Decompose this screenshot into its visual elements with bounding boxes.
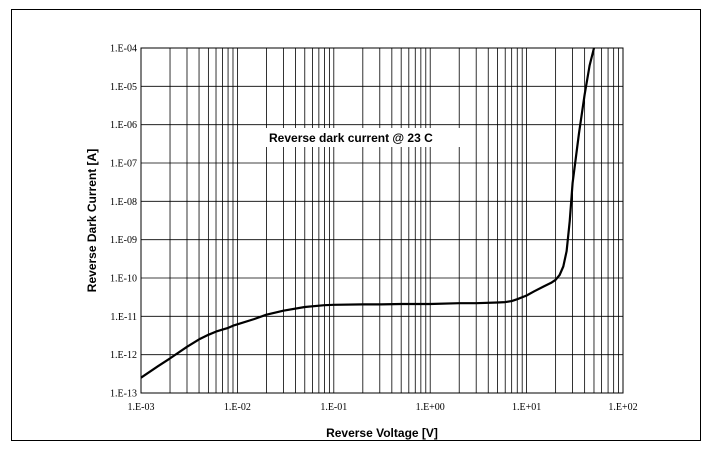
y-axis-title: Reverse Dark Current [A] [85, 149, 99, 292]
x-tick-label: 1.E+01 [512, 402, 541, 413]
y-tick-label: 1.E-10 [110, 274, 137, 285]
y-tick-label: 1.E-05 [110, 82, 137, 93]
x-tick-label: 1.E+02 [608, 402, 637, 413]
chart-annotation: Reverse dark current @ 23 C [269, 131, 433, 145]
x-tick-label: 1.E+00 [416, 402, 445, 413]
y-tick-label: 1.E-08 [110, 197, 137, 208]
x-tick-label: 1.E-02 [224, 402, 251, 413]
plot-area-border [140, 47, 624, 394]
y-tick-labels: 1.E-13 1.E-12 1.E-11 1.E-10 1.E-09 1.E-08 1.E-… [110, 44, 137, 400]
y-tick-label: 1.E-13 [110, 389, 137, 400]
y-tick-label: 1.E-12 [110, 350, 137, 361]
x-tick-label: 1.E-01 [320, 402, 347, 413]
y-tick-label: 1.E-06 [110, 120, 137, 131]
grid-lines [140, 47, 623, 394]
x-tick-label: 1.E-03 [128, 402, 155, 413]
y-tick-label: 1.E-07 [110, 159, 137, 170]
y-tick-label: 1.E-09 [110, 235, 137, 246]
series-line [140, 47, 596, 379]
x-tick-labels: 1.E-03 1.E-02 1.E-01 1.E+00 1.E+01 1.E+02 [128, 402, 638, 413]
annotation-group: Reverse dark current @ 23 C [265, 128, 461, 147]
y-tick-label: 1.E-11 [110, 312, 137, 323]
y-tick-label: 1.E-04 [110, 44, 137, 55]
x-axis-title: Reverse Voltage [V] [326, 426, 438, 440]
